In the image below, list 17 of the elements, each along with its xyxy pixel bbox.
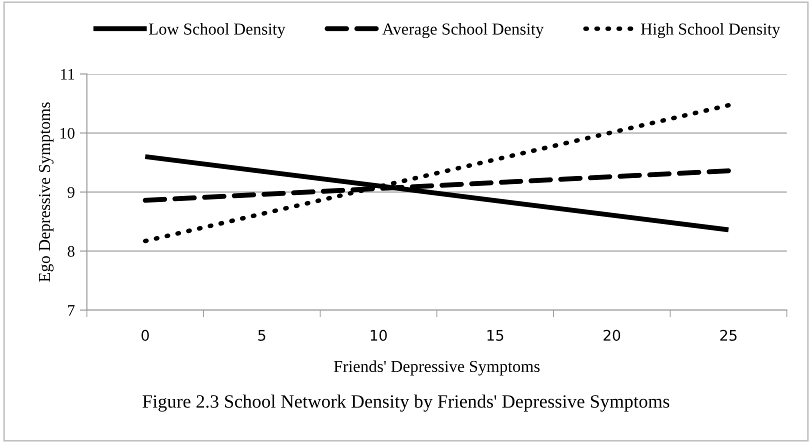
y-tick-label: 7: [68, 305, 75, 316]
x-axis-title: Friends' Depressive Symptoms: [334, 360, 540, 376]
legend-label: High School Density: [640, 22, 780, 38]
y-tick-label: 11: [61, 68, 74, 80]
x-tick-label: 20: [604, 330, 620, 341]
legend-label: Average School Density: [382, 22, 544, 38]
y-tick-label: 8: [68, 246, 74, 257]
y-axis-title: Ego Depressive Symptoms: [38, 102, 54, 282]
x-tick-label: 5: [258, 330, 266, 341]
x-tick-label: 0: [142, 330, 149, 341]
x-tick-label: 15: [488, 330, 504, 341]
y-tick-label: 10: [60, 128, 74, 139]
legend-label: Low School Density: [148, 22, 286, 38]
x-tick-label: 25: [720, 330, 737, 341]
x-tick-label: 10: [370, 330, 387, 341]
y-tick-label: 9: [68, 187, 74, 198]
caption: Figure 2.3 School Network Density by Friends' Depressive Symptoms: [142, 394, 670, 412]
